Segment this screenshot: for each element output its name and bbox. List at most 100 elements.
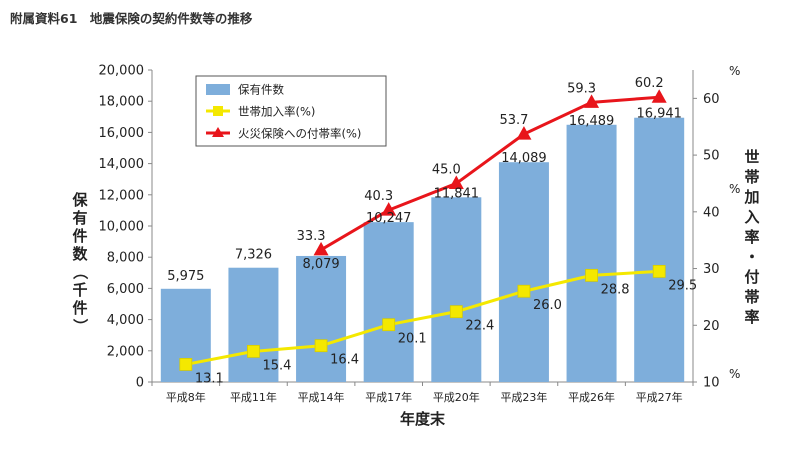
- bar-data-label: 5,975: [167, 269, 204, 284]
- x-tick-label: 平成26年: [568, 390, 615, 404]
- line-point-triangle: [381, 202, 397, 216]
- y-axis-title-right-char: 帯: [744, 168, 759, 186]
- y-axis-title-left-char: 千: [72, 281, 87, 299]
- left-tick-label: 12,000: [99, 188, 145, 203]
- y-axis-title-left-char: （: [71, 264, 89, 279]
- line-point-square: [247, 344, 260, 358]
- right-tick-label: 20: [703, 319, 720, 334]
- line-point-square: [585, 268, 598, 282]
- left-tick-label: 6,000: [107, 282, 144, 297]
- line-point-triangle: [651, 89, 667, 103]
- line-data-label: 16.4: [330, 353, 359, 368]
- legend-label: 世帯加入率(%): [238, 105, 315, 119]
- y-axis-title-right-char: 帯: [744, 288, 759, 306]
- bar-data-label: 11,841: [434, 186, 480, 201]
- x-axis-title: 年度末: [400, 410, 446, 428]
- y-axis-title-left-char: 件: [72, 299, 87, 317]
- x-tick-label: 平成27年: [636, 390, 683, 404]
- left-tick-label: 10,000: [99, 220, 145, 235]
- line-series: [179, 89, 667, 371]
- bar: [363, 222, 414, 382]
- line-point-square: [517, 284, 531, 298]
- x-tick-label: 平成11年: [230, 390, 277, 404]
- line-point-triangle: [313, 241, 329, 256]
- y-axis-title-right-char: 率: [744, 228, 759, 246]
- line-data-label: 33.3: [297, 229, 326, 244]
- line-data-label: 60.2: [635, 76, 664, 91]
- bar: [634, 117, 685, 382]
- bar: [296, 255, 347, 382]
- line-data-label: 20.1: [398, 332, 427, 347]
- left-tick-label: 4,000: [107, 313, 144, 328]
- right-unit-bottom: %: [729, 367, 740, 381]
- bar-data-label: 14,089: [501, 151, 547, 166]
- y-axis-title-left-char: 件: [72, 227, 87, 245]
- y-axis-title-right-char: 加: [743, 188, 759, 206]
- line-point-triangle: [448, 175, 464, 189]
- bar-data-label: 16,489: [569, 114, 615, 129]
- legend-marker-square: [213, 106, 223, 116]
- right-tick-label: 30: [703, 262, 720, 277]
- legend-label: 火災保険への付帯率(%): [238, 127, 361, 141]
- line-data-label: 45.0: [432, 162, 461, 177]
- left-tick-label: 18,000: [99, 95, 145, 110]
- line-data-label: 13.1: [195, 371, 224, 386]
- left-tick-label: 0: [136, 376, 144, 391]
- line-data-label: 15.4: [262, 358, 291, 373]
- line-data-label: 59.3: [567, 81, 596, 96]
- bar: [431, 197, 482, 382]
- right-tick-label: 60: [703, 92, 720, 107]
- line-point-square: [314, 339, 328, 353]
- line-point-square: [382, 318, 396, 332]
- y-axis-title-right-char: 世: [744, 148, 759, 166]
- line-data-label: 28.8: [601, 282, 630, 297]
- y-axis-title-left-char: ）: [71, 318, 89, 333]
- right-tick-label: 50: [703, 149, 720, 164]
- line-data-label: 22.4: [465, 319, 494, 334]
- right-tick-label: 10: [703, 376, 720, 391]
- bar-data-label: 8,079: [302, 257, 339, 272]
- line-data-label: 40.3: [364, 189, 393, 204]
- bar-data-label: 7,326: [235, 248, 272, 263]
- right-unit-mid: %: [729, 182, 740, 196]
- axes: 0 2,000 4,000 6,000 8,000 10,000 12,000 14,000 1…: [71, 64, 760, 429]
- y-axis-title-left-char: 数: [72, 245, 88, 263]
- y-axis-title-left-char: 有: [72, 209, 87, 227]
- line-point-triangle: [516, 126, 532, 140]
- bar: [498, 162, 549, 382]
- x-tick-label: 平成20年: [433, 390, 480, 404]
- series-line: [185, 269, 660, 366]
- right-unit-top: %: [729, 64, 740, 78]
- bar: [566, 124, 617, 382]
- left-tick-label: 16,000: [99, 126, 145, 141]
- line-data-label: 53.7: [499, 113, 528, 128]
- bar-data-label: 10,247: [366, 211, 412, 226]
- right-tick-label: 40: [703, 205, 720, 220]
- x-tick-label: 平成17年: [365, 390, 412, 404]
- line-data-label: 26.0: [533, 298, 562, 313]
- series-line: [320, 95, 660, 252]
- x-tick-label: 平成8年: [166, 390, 206, 404]
- left-tick-label: 20,000: [99, 64, 145, 79]
- line-point-triangle: [584, 94, 600, 108]
- line-point-square: [652, 264, 666, 278]
- y-axis-title-left-char: 保: [71, 191, 88, 209]
- left-tick-label: 2,000: [107, 344, 144, 359]
- x-tick-label: 平成23年: [500, 390, 547, 404]
- legend-swatch-bar: [206, 84, 230, 95]
- page-title: 附属資料61 地震保険の契約件数等の推移: [10, 11, 253, 26]
- line-data-label: 29.5: [668, 278, 697, 293]
- line-point-square: [179, 358, 193, 371]
- y-axis-title-right-char: 入: [744, 208, 759, 226]
- y-axis-title-right-char: 付: [744, 268, 759, 286]
- left-tick-label: 8,000: [107, 251, 144, 266]
- y-axis-title-right-char: 率: [744, 308, 759, 326]
- legend-label: 保有件数: [238, 83, 284, 97]
- legend-marker-triangle: [212, 127, 224, 137]
- left-tick-label: 14,000: [99, 157, 145, 172]
- y-axis-title-right-char: ・: [744, 248, 759, 266]
- bar: [228, 267, 279, 382]
